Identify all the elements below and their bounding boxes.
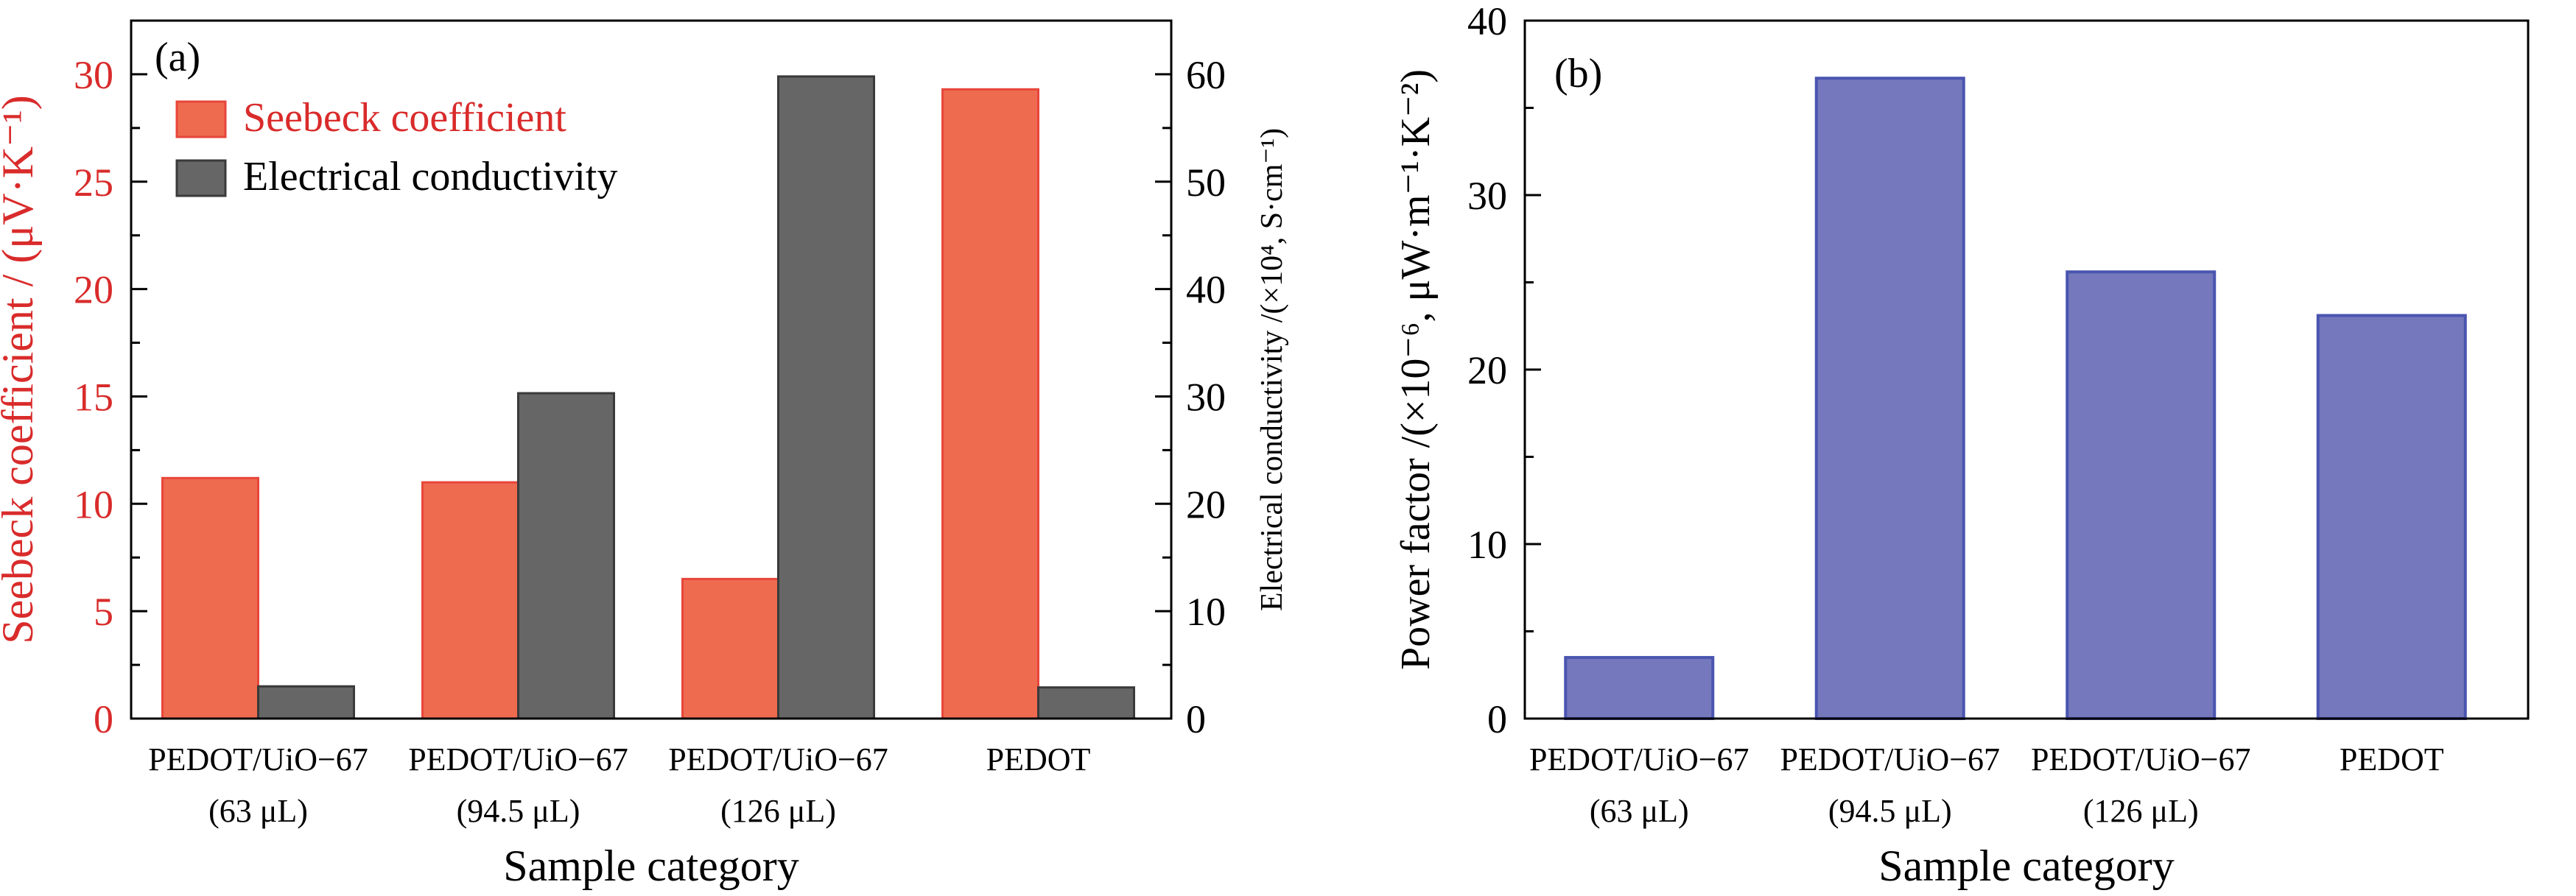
- seebeck-bar: [941, 88, 1039, 720]
- x-tick-label: PEDOT/UiO−67: [1780, 741, 2000, 777]
- x-tick-label: PEDOT: [2340, 741, 2444, 777]
- y-tick-label: 0: [1487, 697, 1507, 741]
- y-right-tick-label: 30: [1186, 375, 1226, 419]
- panel-label: (a): [155, 35, 200, 80]
- panel-a-chart: PEDOT/UiO−67 (63 μL) PEDOT/UiO−67 (94.5 μL)…: [0, 19, 1289, 890]
- panel-b-chart: PEDOT/UiO−67 (63 μL) PEDOT/UiO−67 (94.5 μL)…: [1393, 0, 2530, 890]
- x-tick-label: PEDOT/UiO−67: [148, 741, 368, 777]
- conductivity-bar: [1037, 686, 1135, 720]
- power-factor-bar: [2316, 314, 2467, 720]
- y-left-axis-title: Seebeck coefficient / (μV·K⁻¹): [0, 95, 42, 643]
- y-tick-label: 30: [1467, 174, 1507, 218]
- x-axis-title: Sample category: [1878, 842, 2175, 890]
- y-left-tick-label: 25: [74, 160, 113, 205]
- y-left-tick-label: 0: [94, 697, 113, 741]
- x-tick-label: PEDOT/UiO−67: [408, 741, 628, 777]
- y-right-axis-title: Electrical conductivity /(×10⁴, S·cm⁻¹): [1255, 128, 1289, 611]
- y-tick-label: 20: [1467, 348, 1507, 392]
- conductivity-bar: [777, 75, 875, 720]
- power-factor-bar: [2066, 270, 2217, 720]
- y-right-tick-label: 0: [1186, 697, 1206, 741]
- power-factor-bar: [1564, 656, 1715, 720]
- y-left-tick-label: 20: [74, 268, 113, 312]
- y-tick-label: 40: [1467, 0, 1507, 43]
- y-left-tick-label: 10: [74, 482, 113, 526]
- conductivity-bar: [517, 392, 615, 720]
- seebeck-bar: [421, 481, 519, 720]
- y-right-tick-label: 60: [1186, 53, 1226, 97]
- x-tick-label-sub: (94.5 μL): [457, 793, 580, 829]
- legend-label-seebeck: Seebeck coefficient: [243, 95, 566, 141]
- panel-label: (b): [1554, 51, 1602, 96]
- x-tick-label-sub: (126 μL): [720, 793, 836, 829]
- seebeck-bar: [161, 476, 259, 720]
- x-tick-label-sub: (63 μL): [208, 793, 308, 829]
- y-left-tick-label: 30: [74, 53, 113, 97]
- x-tick-label: PEDOT/UiO−67: [1529, 741, 1749, 777]
- legend-swatch-conductivity: [175, 159, 227, 197]
- legend-swatch-seebeck: [175, 100, 227, 138]
- plot-frame: [130, 19, 1173, 720]
- conductivity-bar: [257, 685, 355, 720]
- x-tick-label-sub: (94.5 μL): [1828, 793, 1952, 829]
- x-tick-label: PEDOT/UiO−67: [668, 741, 888, 777]
- y-right-tick-label: 50: [1186, 160, 1226, 205]
- y-left-tick-label: 15: [74, 375, 113, 419]
- power-factor-bar: [1814, 77, 1965, 720]
- y-axis-title: Power factor /(×10⁻⁶, μW·m⁻¹·K⁻²): [1393, 69, 1439, 670]
- y-left-tick-label: 5: [94, 590, 113, 634]
- x-tick-label-sub: (126 μL): [2083, 793, 2199, 829]
- legend-label-conductivity: Electrical conductivity: [243, 154, 617, 200]
- seebeck-bar: [681, 577, 779, 720]
- y-right-tick-label: 20: [1186, 482, 1226, 526]
- y-tick-label: 10: [1467, 523, 1507, 567]
- y-right-tick-label: 40: [1186, 268, 1226, 312]
- x-tick-label: PEDOT: [986, 741, 1091, 777]
- x-tick-label-sub: (63 μL): [1590, 793, 1689, 829]
- x-axis-title: Sample category: [503, 842, 799, 890]
- x-tick-label: PEDOT/UiO−67: [2031, 741, 2251, 777]
- y-right-tick-label: 10: [1186, 590, 1226, 634]
